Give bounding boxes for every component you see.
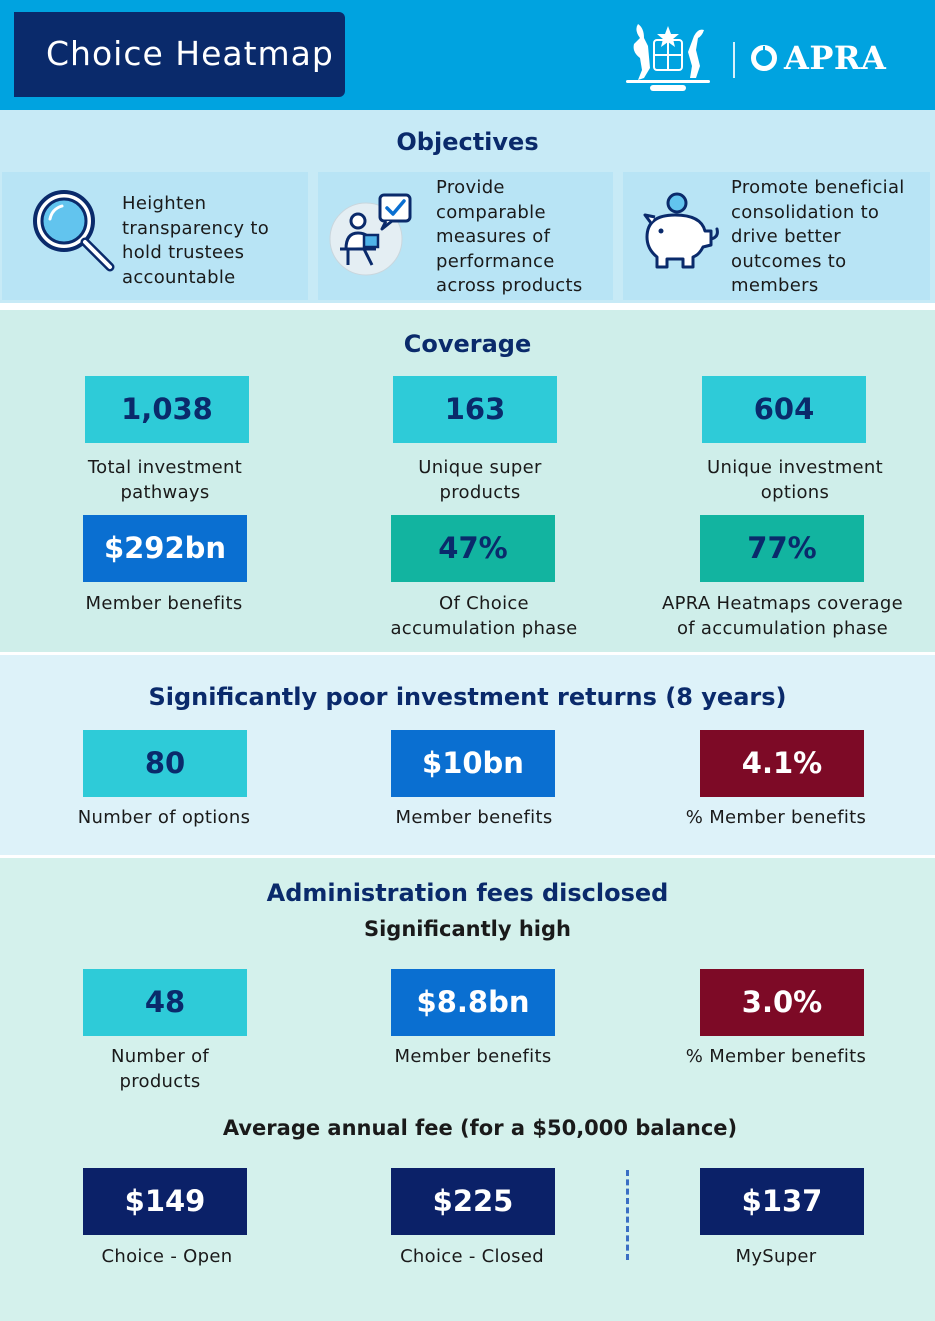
caption-line: accumulation phase <box>390 617 578 639</box>
logo-divider <box>733 42 735 78</box>
stat-mysuper: $137 <box>700 1168 864 1235</box>
caption-fee-member-benefits: Member benefits <box>353 1045 593 1070</box>
caption-line: products <box>119 1070 201 1092</box>
objective-line: transparency to <box>122 217 270 239</box>
piggy-bank-icon <box>643 192 719 269</box>
mysuper-divider <box>626 1170 629 1260</box>
objective-card-comparable: Provide comparable measures of performan… <box>318 172 613 300</box>
objective-line: members <box>731 275 819 296</box>
stat-choice-accumulation: 47% <box>391 515 555 582</box>
caption-mysuper: MySuper <box>656 1245 896 1270</box>
objective-line: outcomes to <box>731 250 847 272</box>
caption-line: Of Choice <box>439 593 529 614</box>
caption-line: Choice - Open <box>101 1246 233 1267</box>
stat-poor-options: 80 <box>83 730 247 797</box>
apra-ring-icon <box>751 45 777 71</box>
apra-logo: APRA <box>750 38 886 78</box>
caption-line: % Member benefits <box>685 807 867 828</box>
page-title: Choice Heatmap <box>46 34 334 73</box>
objective-text-consolidation: Promote beneficial consolidation to driv… <box>731 176 905 299</box>
caption-line: Number of <box>110 1046 210 1067</box>
caption-fee-products: Number of products <box>40 1045 280 1094</box>
header-banner: Choice Heatmap APRA <box>0 0 935 110</box>
caption-line: Number of options <box>77 807 251 828</box>
caption-total-pathways: Total investment pathways <box>45 456 285 505</box>
admin-fees-title: Administration fees disclosed <box>266 879 669 907</box>
caption-line: Member benefits <box>85 593 243 614</box>
caption-choice-closed: Choice - Closed <box>352 1245 592 1270</box>
objective-line: Heighten <box>122 193 207 214</box>
stat-heatmap-coverage: 77% <box>700 515 864 582</box>
objective-text-transparency: Heighten transparency to hold trustees a… <box>122 192 269 290</box>
caption-line: of accumulation phase <box>676 617 889 639</box>
objective-line: Promote beneficial <box>731 177 905 198</box>
caption-unique-products: Unique super products <box>360 456 600 505</box>
poor-returns-section: Significantly poor investment returns (8… <box>0 655 935 855</box>
caption-line: pathways <box>120 481 210 503</box>
caption-line: Member benefits <box>394 1046 552 1067</box>
objectives-title: Objectives <box>396 128 539 156</box>
objective-line: accountable <box>122 266 236 288</box>
stat-fee-products: 48 <box>83 969 247 1036</box>
stat-unique-products: 163 <box>393 376 557 443</box>
magnifier-icon <box>33 190 115 272</box>
caption-choice-open: Choice - Open <box>47 1245 287 1270</box>
caption-line: % Member benefits <box>685 1046 867 1067</box>
objective-line: performance <box>436 250 555 272</box>
caption-line: Member benefits <box>395 807 553 828</box>
caption-line: Total investment <box>87 457 243 478</box>
stat-member-benefits: $292bn <box>83 515 247 582</box>
objective-line: drive better <box>731 226 841 247</box>
caption-poor-options: Number of options <box>44 806 284 831</box>
coat-of-arms-icon <box>626 24 710 91</box>
average-fee-title: Average annual fee (for a $50,000 balanc… <box>222 1116 738 1140</box>
caption-choice-accumulation: Of Choice accumulation phase <box>354 592 614 641</box>
caption-poor-pct-benefits: % Member benefits <box>656 806 896 831</box>
caption-line: products <box>439 481 521 503</box>
stat-total-pathways: 1,038 <box>85 376 249 443</box>
objective-text-comparable: Provide comparable measures of performan… <box>436 176 583 299</box>
caption-heatmap-coverage: APRA Heatmaps coverage of accumulation p… <box>650 592 915 641</box>
poor-returns-title: Significantly poor investment returns (8… <box>148 683 787 711</box>
caption-line: options <box>760 481 830 503</box>
stat-unique-options: 604 <box>702 376 866 443</box>
objective-line: consolidation to <box>731 201 880 223</box>
stat-choice-closed: $225 <box>391 1168 555 1235</box>
objective-line: hold trustees <box>122 242 245 263</box>
stat-choice-open: $149 <box>83 1168 247 1235</box>
presenter-checkmark-icon <box>329 193 412 276</box>
caption-line: MySuper <box>735 1246 817 1267</box>
objective-line: measures of <box>436 226 551 247</box>
coverage-section: Coverage 1,038 Total investment pathways… <box>0 310 935 652</box>
objective-card-transparency: Heighten transparency to hold trustees a… <box>2 172 308 300</box>
stat-poor-member-benefits: $10bn <box>391 730 555 797</box>
caption-fee-pct-benefits: % Member benefits <box>656 1045 896 1070</box>
coverage-title: Coverage <box>403 330 532 358</box>
caption-line: Choice - Closed <box>400 1246 544 1267</box>
objective-line: across products <box>436 275 583 296</box>
objective-line: Provide <box>436 177 505 198</box>
objectives-section: Objectives Heighten transparency to hold… <box>0 110 935 303</box>
caption-unique-options: Unique investment options <box>670 456 920 505</box>
title-box: Choice Heatmap <box>14 12 345 97</box>
stat-fee-member-benefits: $8.8bn <box>391 969 555 1036</box>
caption-poor-member-benefits: Member benefits <box>354 806 594 831</box>
objective-line: comparable <box>436 201 546 223</box>
caption-member-benefits: Member benefits <box>44 592 284 617</box>
apra-logo-text: APRA <box>784 39 887 77</box>
stat-fee-pct-benefits: 3.0% <box>700 969 864 1036</box>
objective-card-consolidation: Promote beneficial consolidation to driv… <box>623 172 930 300</box>
stat-poor-pct-benefits: 4.1% <box>700 730 864 797</box>
admin-fees-section: Administration fees disclosed Significan… <box>0 858 935 1321</box>
caption-line: Unique investment <box>707 457 883 478</box>
caption-line: Unique super <box>418 457 542 478</box>
admin-fees-subtitle: Significantly high <box>363 917 571 941</box>
caption-line: APRA Heatmaps coverage <box>662 593 903 614</box>
